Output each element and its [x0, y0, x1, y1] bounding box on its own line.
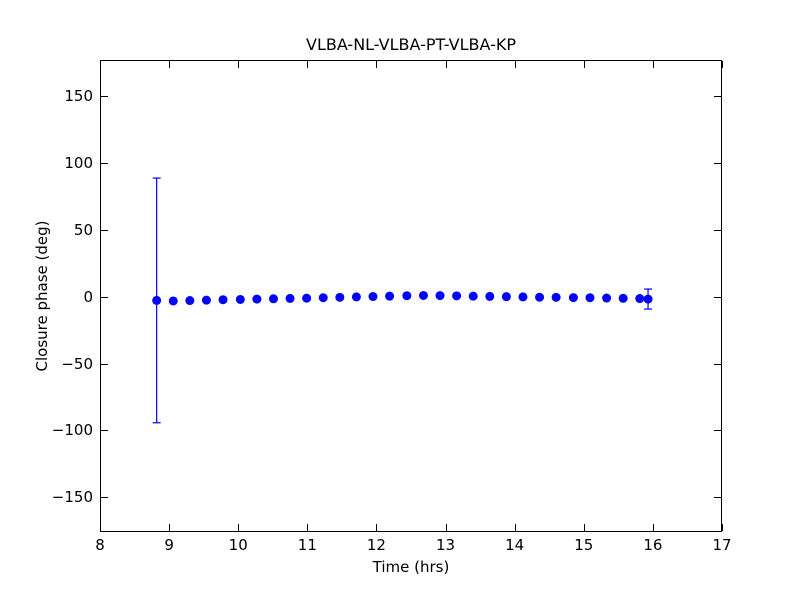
- data-point: [418, 290, 428, 300]
- x-tick-label: 11: [297, 536, 317, 554]
- y-axis-label: Closure phase (deg): [33, 220, 51, 372]
- y-tick-label: 150: [64, 87, 93, 106]
- y-tick-label: −150: [51, 488, 93, 507]
- chart-title: VLBA-NL-VLBA-PT-VLBA-KP: [306, 35, 516, 54]
- data-point: [318, 293, 328, 303]
- data-point: [535, 292, 545, 302]
- data-point: [185, 296, 195, 306]
- data-point: [635, 294, 645, 304]
- y-tick-label: −100: [51, 421, 93, 440]
- data-point: [252, 294, 262, 304]
- data-point: [585, 293, 595, 303]
- data-point: [302, 293, 312, 303]
- x-tick-label: 14: [505, 536, 525, 554]
- x-tick-label: 15: [574, 536, 594, 554]
- data-point: [551, 292, 561, 302]
- data-point: [468, 291, 478, 301]
- y-tick-label: 0: [83, 287, 93, 306]
- data-point: [351, 292, 361, 302]
- data-point: [235, 294, 245, 304]
- data-point: [152, 295, 162, 305]
- data-point: [452, 291, 462, 301]
- data-point: [643, 294, 653, 304]
- x-tick-label: 13: [436, 536, 456, 554]
- data-point: [568, 293, 578, 303]
- data-point: [368, 292, 378, 302]
- x-tick-label: 12: [366, 536, 386, 554]
- y-tick-label: 50: [73, 220, 93, 239]
- data-point: [602, 293, 612, 303]
- data-point: [435, 291, 445, 301]
- data-point: [268, 294, 278, 304]
- x-tick-label: 9: [164, 536, 174, 554]
- x-tick-label: 17: [712, 536, 732, 554]
- x-tick-label: 16: [643, 536, 663, 554]
- axes-frame: [100, 60, 722, 532]
- data-point: [285, 293, 295, 303]
- x-axis-label: Time (hrs): [372, 558, 450, 576]
- data-point: [518, 292, 528, 302]
- data-point: [218, 295, 228, 305]
- x-tick-label: 10: [228, 536, 248, 554]
- data-point: [402, 291, 412, 301]
- x-tick-label: 8: [95, 536, 105, 554]
- data-point: [335, 292, 345, 302]
- data-point: [618, 293, 628, 303]
- y-tick-label: 100: [64, 153, 93, 172]
- data-point: [201, 295, 211, 305]
- data-point: [485, 291, 495, 301]
- data-point: [168, 296, 178, 306]
- data-point: [385, 291, 395, 301]
- data-point: [501, 292, 511, 302]
- y-tick-label: −50: [61, 354, 93, 373]
